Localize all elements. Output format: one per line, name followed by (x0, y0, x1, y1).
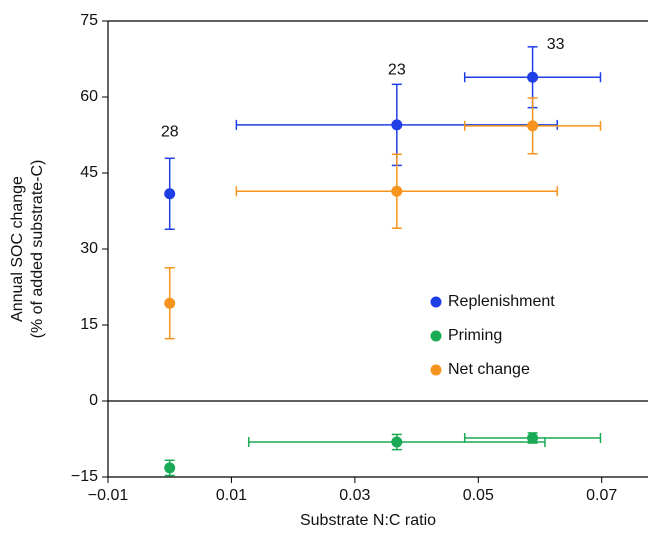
point (391, 436, 403, 448)
annotation: 33 (547, 36, 565, 53)
point (527, 71, 539, 83)
x-tick-label: 0.07 (586, 487, 617, 504)
x-tick-label: 0.03 (339, 487, 370, 504)
x-tick-label: 0.01 (216, 487, 247, 504)
annotation: 23 (388, 62, 406, 79)
y-tick-label: 45 (80, 164, 98, 181)
legend-label: Priming (448, 327, 502, 344)
y-axis-label: (% of added substrate-C) (29, 160, 46, 339)
x-tick-label: 0.05 (463, 487, 494, 504)
legend-label: Net change (448, 361, 530, 378)
y-tick-label: 60 (80, 88, 98, 105)
point (164, 297, 176, 309)
point (391, 119, 403, 131)
y-tick-label: 75 (80, 12, 98, 29)
x-axis-label: Substrate N:C ratio (300, 512, 436, 529)
legend-label: Replenishment (448, 293, 555, 310)
point (391, 185, 403, 197)
y-tick-label: 30 (80, 240, 98, 257)
y-tick-label: 15 (80, 316, 98, 333)
point (527, 432, 539, 444)
y-tick-label: −15 (71, 468, 98, 485)
point (164, 462, 176, 474)
legend-marker (430, 330, 442, 342)
point (527, 120, 539, 132)
y-tick-label: 0 (89, 392, 98, 409)
legend-marker (430, 364, 442, 376)
y-axis-label: Annual SOC change (9, 176, 26, 322)
x-tick-label: −0.01 (88, 487, 129, 504)
legend-marker (430, 296, 442, 308)
annotation: 28 (161, 124, 179, 141)
point (164, 188, 176, 200)
